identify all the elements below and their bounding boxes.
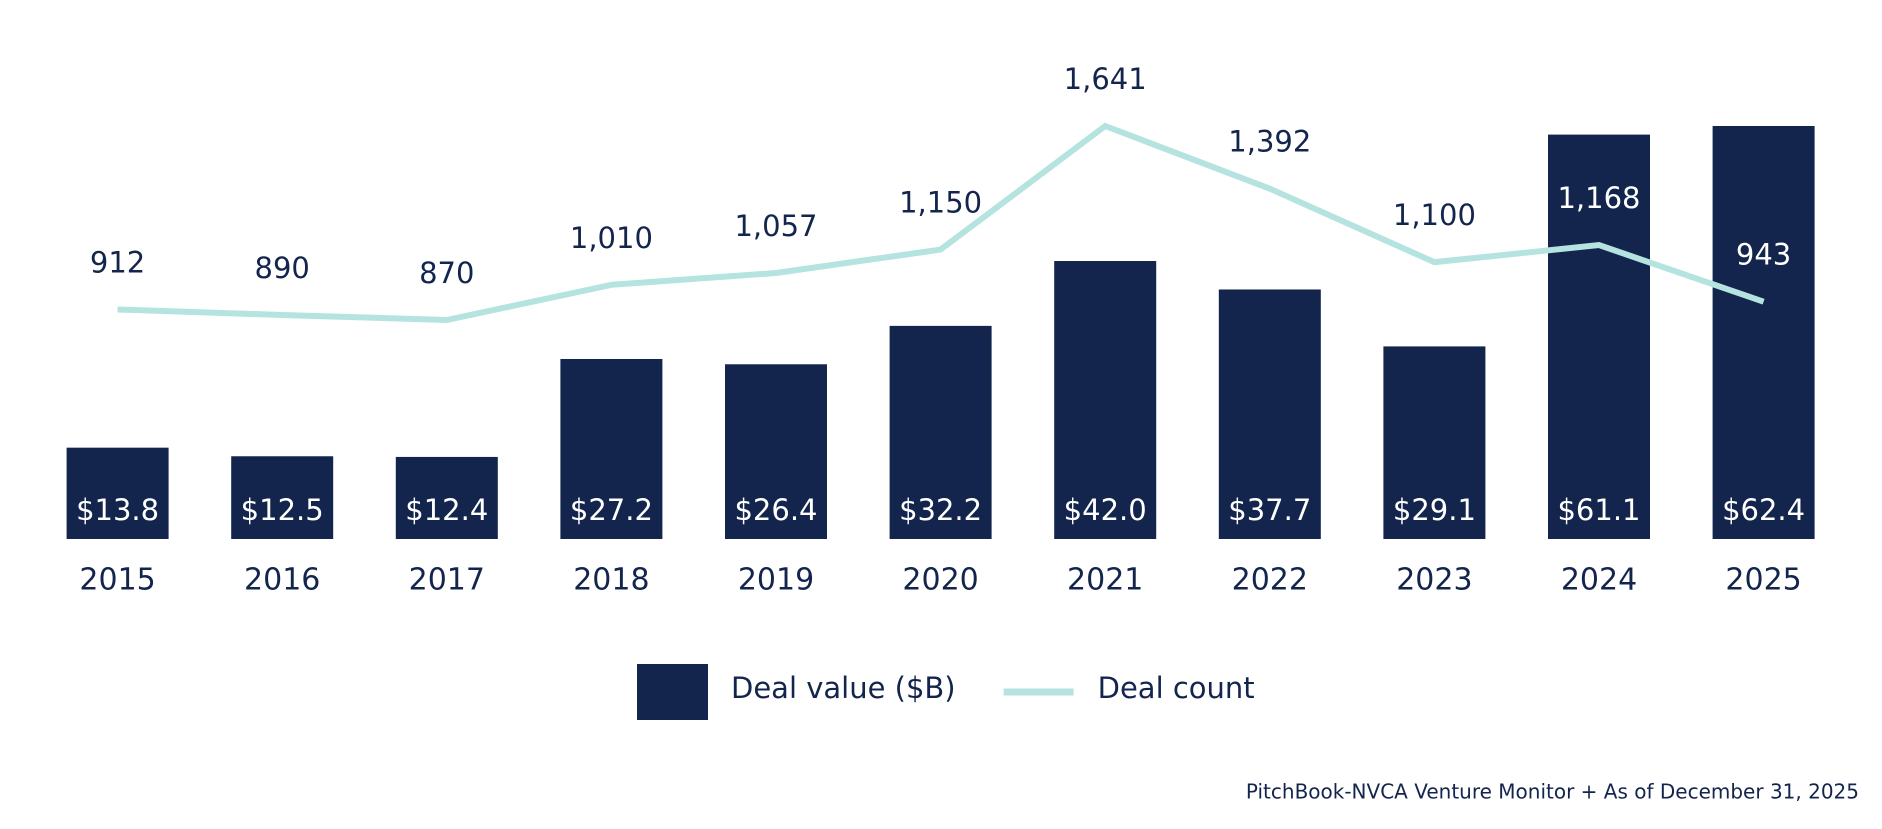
bar-value-label: $12.5 <box>241 493 324 527</box>
line-value-label: 1,100 <box>1393 198 1476 232</box>
x-tick-label: 2016 <box>244 563 320 598</box>
source-note: PitchBook-NVCA Venture Monitor + As of D… <box>1246 780 1859 804</box>
legend-swatch <box>637 664 708 720</box>
bar-value-label: $61.1 <box>1557 493 1640 527</box>
x-tick-label: 2019 <box>738 563 814 598</box>
bar <box>1218 289 1321 539</box>
bar-value-label: $29.1 <box>1393 493 1476 527</box>
bar-value-label: $13.8 <box>76 493 159 527</box>
line-value-label: 870 <box>419 256 474 290</box>
line-value-label: 890 <box>255 251 310 285</box>
x-tick-label: 2017 <box>409 563 485 598</box>
bar <box>395 456 498 539</box>
x-tick-label: 2025 <box>1725 563 1801 598</box>
bar <box>560 358 663 539</box>
bar-value-label: $27.2 <box>570 493 653 527</box>
bar <box>231 456 334 539</box>
bar <box>725 364 827 539</box>
bar-value-label: $32.2 <box>899 493 982 527</box>
x-tick-label: 2024 <box>1561 563 1637 598</box>
line-value-label: 1,010 <box>570 221 653 255</box>
line-value-label: 1,392 <box>1228 125 1311 159</box>
bar <box>1054 261 1157 539</box>
x-tick-label: 2020 <box>902 563 978 598</box>
line <box>117 122 1765 324</box>
x-tick-label: 2015 <box>79 563 155 598</box>
x-tick-label: 2023 <box>1396 563 1472 598</box>
line-value-label: 1,057 <box>734 209 817 243</box>
bar-value-label: $12.4 <box>405 493 488 527</box>
bar-value-label: $62.4 <box>1722 493 1805 527</box>
bar <box>1383 346 1486 539</box>
bar <box>1712 126 1815 539</box>
bar <box>66 447 169 539</box>
bar-value-label: $26.4 <box>734 493 817 527</box>
bar <box>889 325 992 539</box>
bar-value-label: $37.7 <box>1228 493 1311 527</box>
line-value-label: 1,150 <box>899 186 982 220</box>
line-value-label: 912 <box>90 245 145 279</box>
bar-value-label: $42.0 <box>1064 493 1147 527</box>
line-value-label: 1,641 <box>1064 62 1147 96</box>
bar <box>1548 134 1650 539</box>
legend-label: Deal value ($B) <box>731 671 956 705</box>
x-tick-label: 2021 <box>1067 563 1143 598</box>
line-value-label: 1,168 <box>1557 181 1640 215</box>
x-tick-label: 2022 <box>1232 563 1308 598</box>
legend-label: Deal count <box>1098 671 1255 705</box>
x-tick-label: 2018 <box>573 563 649 598</box>
line-value-label: 943 <box>1736 238 1791 272</box>
